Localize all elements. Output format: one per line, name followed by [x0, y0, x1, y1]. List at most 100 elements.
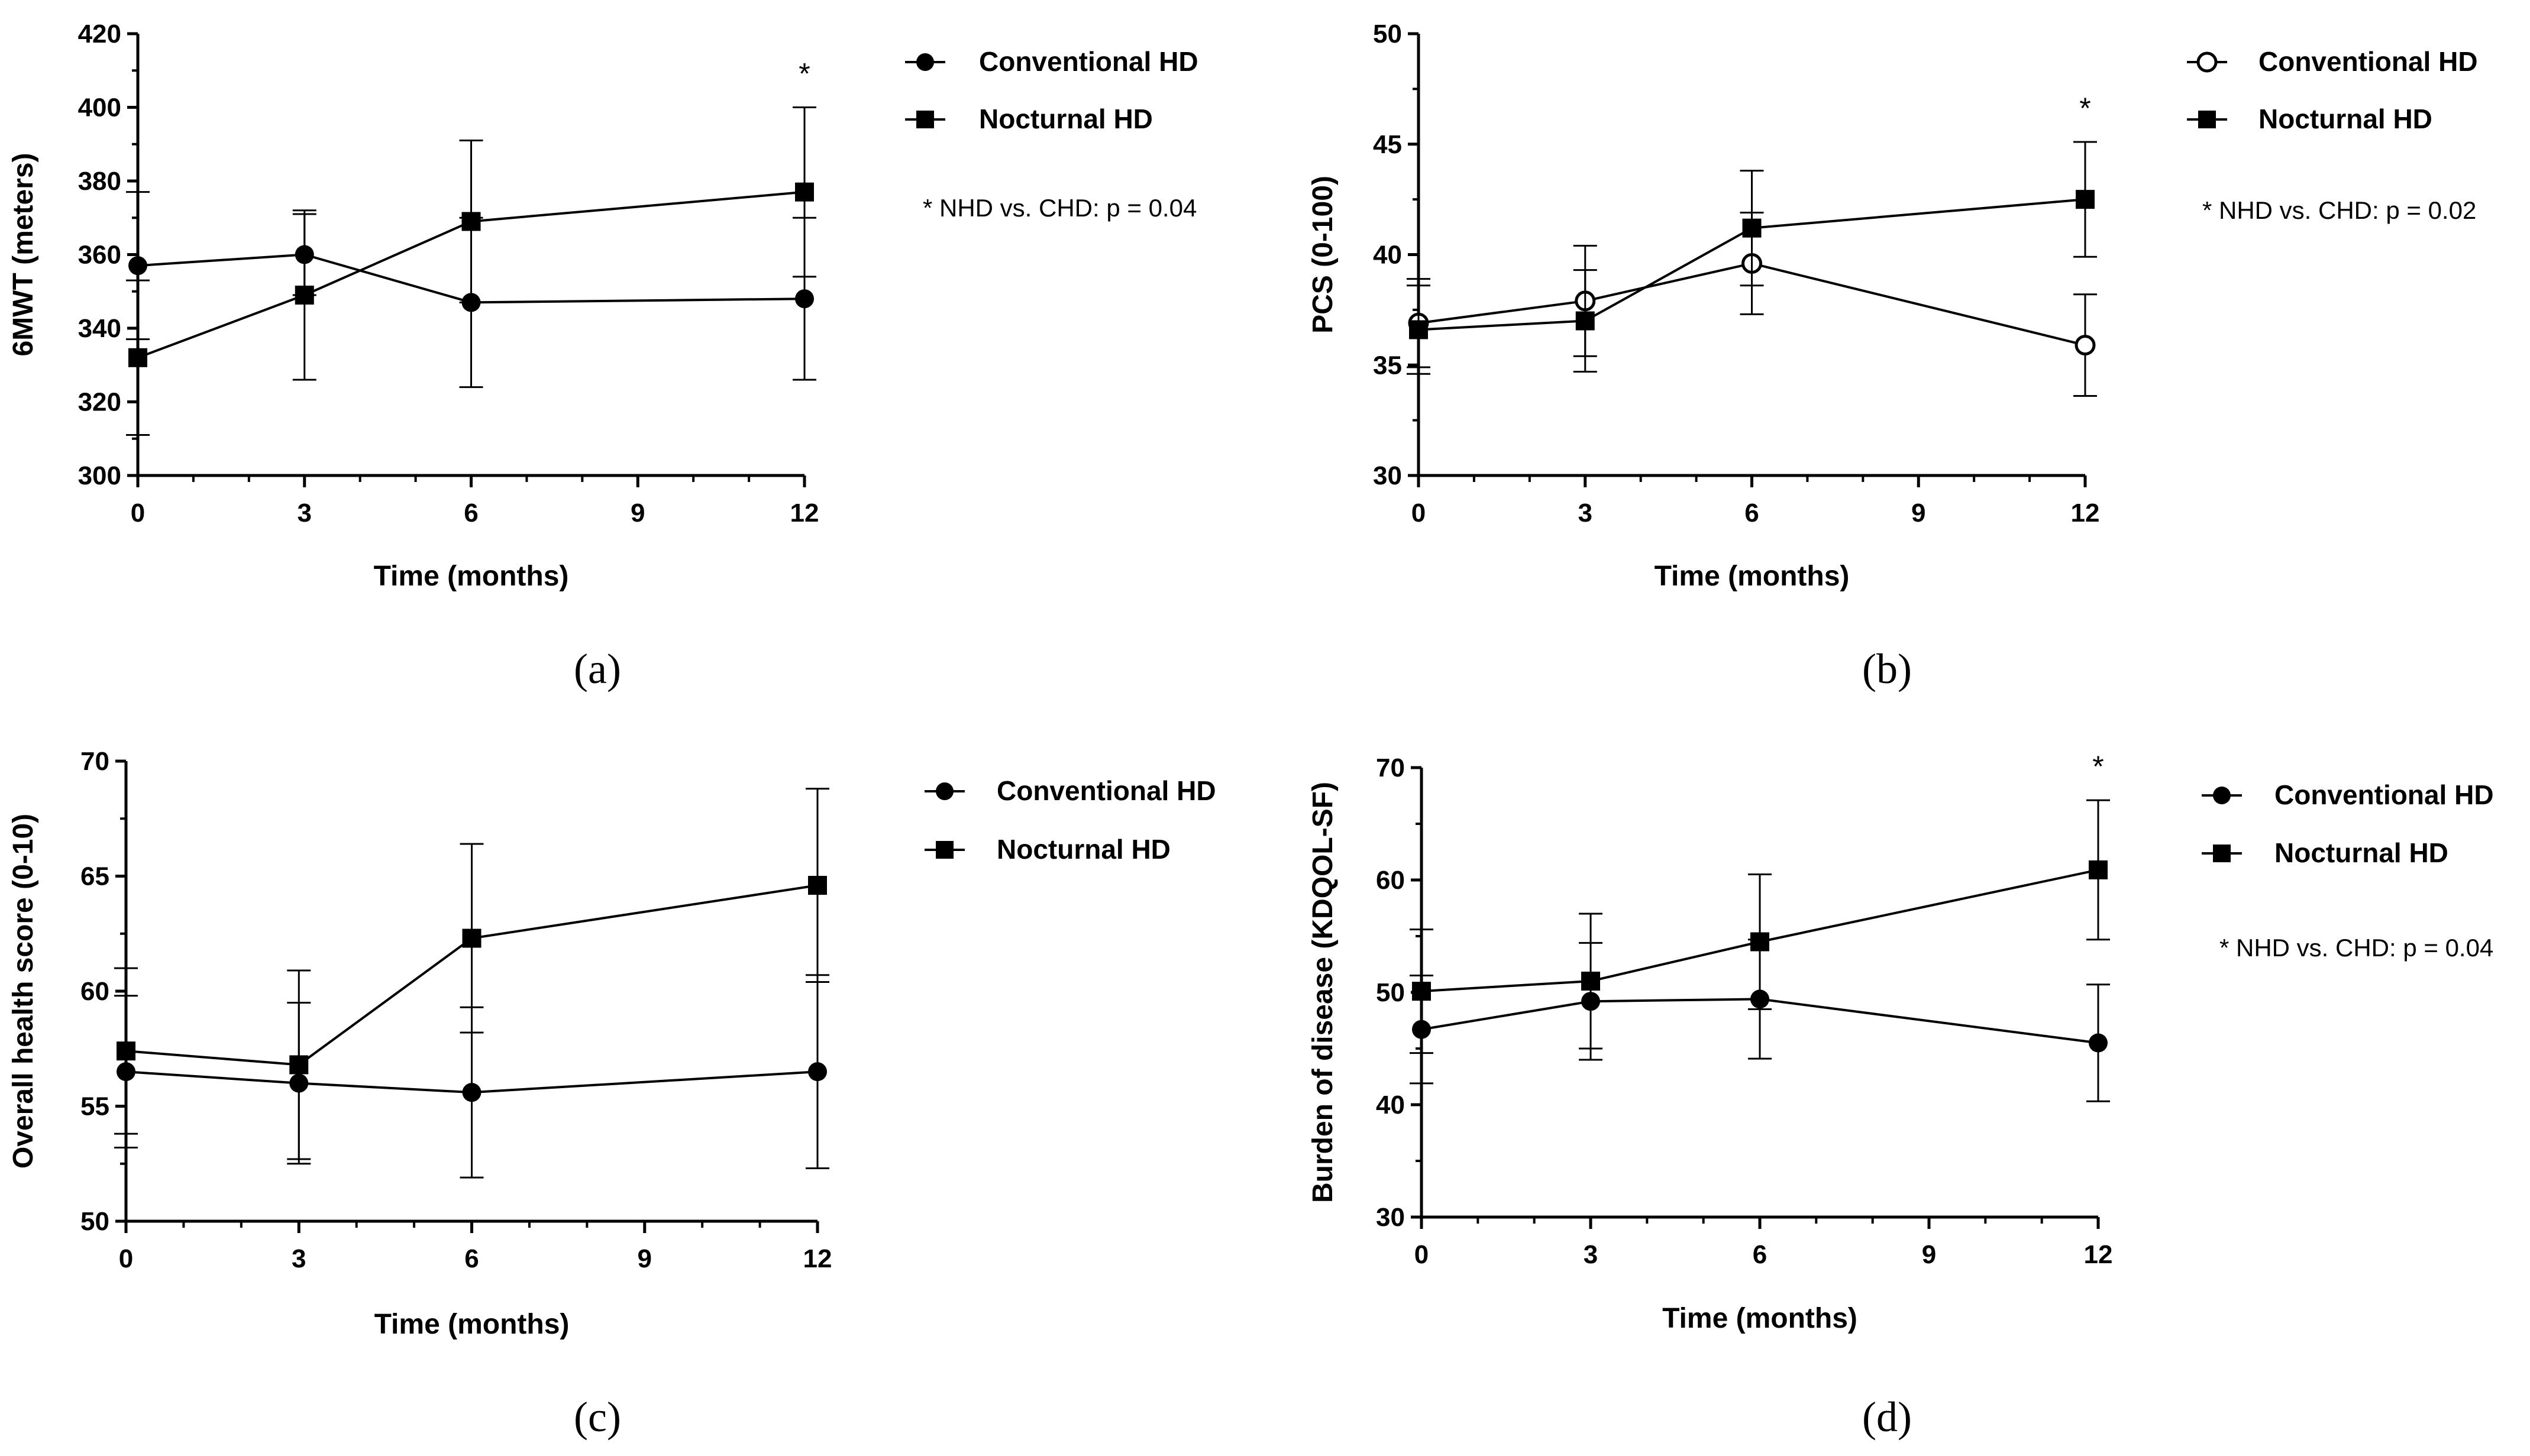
legend-marker-nocturnal: [936, 841, 954, 859]
plot-area-d: 30 40 50 60 70 0 3 6 9 12 Time (months) Burden of d…: [1307, 750, 2112, 1334]
legend-b: Conventional HD Nocturnal HD: [2187, 46, 2478, 134]
x-tick-label: 9: [1911, 499, 1925, 528]
y-tick-label: 60: [80, 977, 109, 1006]
data-point: [295, 285, 314, 305]
data-point: [128, 256, 147, 276]
panel-c: 50 55 60 65 70 0 3 6 9 12 Time (months) Overall hea…: [8, 747, 1216, 1441]
data-point: [128, 348, 147, 367]
series-line: [1421, 998, 2099, 1044]
panel-d: 30 40 50 60 70 0 3 6 9 12 Time (months) Burden of d…: [1307, 750, 2494, 1441]
legend-a: Conventional HD Nocturnal HD: [905, 46, 1198, 134]
data-point: [461, 212, 481, 231]
x-tick-label: 12: [2084, 1240, 2113, 1269]
y-tick-label: 70: [80, 747, 109, 776]
y-axis-label: 6MWT (meters): [8, 153, 39, 356]
data-point: [795, 182, 814, 202]
y-tick-label: 400: [78, 93, 121, 122]
series-line: [1418, 262, 2086, 347]
data-point: [1412, 982, 1431, 1001]
legend-marker-conventional: [916, 53, 934, 71]
x-tick-label: 12: [803, 1244, 832, 1273]
series-nocturnal: [126, 106, 816, 436]
legend-label-conventional: Conventional HD: [979, 46, 1198, 77]
plot-area-b: 30 35 40 45 50 0 3 6 9 12 Time (months) PCS (0-100)…: [1307, 20, 2099, 592]
series-line: [125, 884, 818, 1066]
y-tick-label: 60: [1376, 866, 1405, 895]
x-tick-label: 6: [464, 499, 478, 528]
legend-d: Conventional HD Nocturnal HD: [2202, 779, 2494, 868]
legend-label-conventional: Conventional HD: [2258, 46, 2478, 77]
y-tick-label: 50: [80, 1207, 109, 1236]
x-axis-label: Time (months): [374, 561, 569, 592]
data-point: [1581, 972, 1600, 991]
legend-marker-conventional: [2196, 51, 2218, 73]
x-tick-label: 0: [131, 499, 145, 528]
series-nocturnal: [1407, 141, 2097, 375]
significance-note-d: * NHD vs. CHD: p = 0.04: [2219, 934, 2493, 962]
y-tick-label: 340: [78, 314, 121, 343]
legend-label-conventional: Conventional HD: [997, 775, 1216, 806]
legend-marker-conventional: [936, 782, 954, 800]
significance-star: *: [2092, 750, 2104, 783]
legend-label-nocturnal: Nocturnal HD: [979, 103, 1153, 134]
legend-marker-conventional: [2213, 787, 2231, 804]
x-tick-label: 9: [631, 499, 645, 528]
x-tick-label: 3: [298, 499, 312, 528]
significance-note-b: * NHD vs. CHD: p = 0.02: [2202, 196, 2476, 224]
panel-b: 30 35 40 45 50 0 3 6 9 12 Time (months) PCS (0-100)…: [1307, 20, 2478, 693]
panel-label-d: (d): [1862, 1393, 1912, 1441]
legend-label-conventional: Conventional HD: [2274, 779, 2494, 810]
data-point: [808, 876, 827, 895]
data-point: [117, 1041, 135, 1061]
x-axis-label: Time (months): [374, 1309, 570, 1340]
x-tick-label: 0: [119, 1244, 133, 1273]
legend-marker-nocturnal: [2213, 845, 2231, 862]
y-tick-label: 40: [1373, 241, 1402, 270]
x-tick-label: 0: [1414, 1240, 1429, 1269]
x-tick-label: 12: [2071, 499, 2100, 528]
series-nocturnal: [114, 788, 829, 1160]
y-tick-label: 300: [78, 461, 121, 490]
data-point: [795, 289, 814, 309]
y-tick-label: 30: [1376, 1203, 1405, 1232]
y-tick-label: 30: [1373, 461, 1402, 490]
x-tick-label: 6: [1753, 1240, 1767, 1269]
legend-label-nocturnal: Nocturnal HD: [2258, 103, 2432, 134]
significance-star: *: [2079, 92, 2090, 125]
data-point: [2089, 860, 2108, 879]
plot-area-c: 50 55 60 65 70 0 3 6 9 12 Time (months) Overall hea…: [8, 747, 832, 1340]
panel-label-a: (a): [574, 645, 621, 693]
x-tick-label: 6: [464, 1244, 479, 1273]
panel-a: 300 320 340 360 380 400 420 0 3 6 9 12 Time (months)…: [8, 20, 1198, 693]
series-line: [1418, 198, 2086, 331]
significance-star: *: [799, 57, 810, 90]
plot-area-a: 300 320 340 360 380 400 420 0 3 6 9 12 Time (months)…: [8, 20, 819, 592]
data-point: [2089, 1033, 2108, 1053]
series-nocturnal: [1410, 799, 2110, 1054]
x-tick-label: 12: [790, 499, 819, 528]
legend-label-nocturnal: Nocturnal HD: [997, 834, 1171, 865]
y-axis-label: Burden of disease (KDQOL-SF): [1307, 782, 1339, 1203]
data-point: [2076, 190, 2095, 209]
y-tick-label: 45: [1373, 130, 1402, 159]
y-tick-label: 420: [78, 20, 121, 48]
series-line: [125, 1070, 818, 1094]
y-tick-label: 65: [80, 862, 109, 891]
panel-label-c: (c): [574, 1393, 621, 1441]
data-point: [462, 928, 482, 948]
y-tick-label: 70: [1376, 753, 1405, 782]
x-tick-label: 9: [638, 1244, 652, 1273]
y-tick-label: 55: [80, 1092, 109, 1121]
x-axis-label: Time (months): [1662, 1303, 1857, 1334]
y-tick-label: 50: [1376, 978, 1405, 1007]
data-point: [1750, 932, 1769, 952]
data-point: [1742, 218, 1762, 238]
significance-note-a: * NHD vs. CHD: p = 0.04: [923, 194, 1197, 222]
legend-marker-nocturnal: [2198, 111, 2216, 128]
y-tick-label: 35: [1373, 351, 1402, 380]
data-point: [462, 1083, 482, 1102]
x-tick-label: 3: [1578, 499, 1592, 528]
y-tick-label: 360: [78, 241, 121, 270]
x-axis-label: Time (months): [1655, 561, 1850, 592]
